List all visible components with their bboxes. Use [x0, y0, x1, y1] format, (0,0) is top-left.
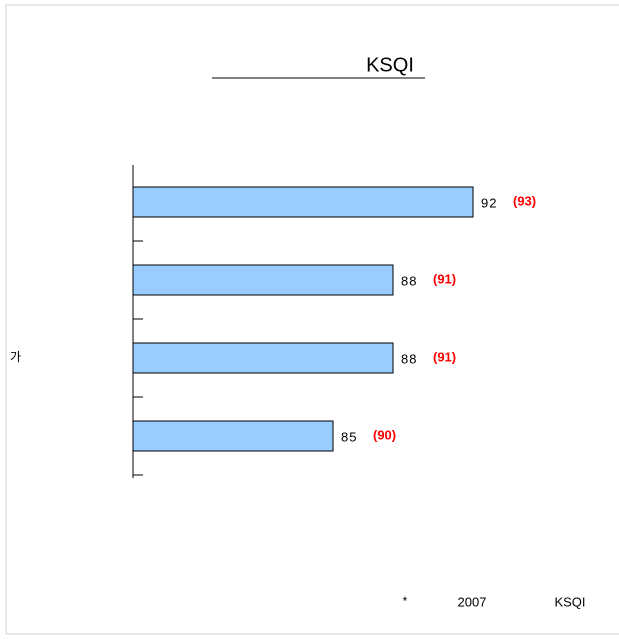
footnote-year: 2007	[458, 594, 487, 609]
value-label: 85	[341, 429, 357, 444]
frame	[5, 4, 619, 635]
footnote-mark: *	[403, 594, 408, 608]
value-label: 88	[401, 273, 417, 288]
bar	[132, 186, 474, 218]
bar	[132, 342, 394, 374]
annotation-label: (93)	[513, 193, 536, 208]
chart-title: KSQI	[366, 54, 414, 76]
bar	[132, 264, 394, 296]
annotation-label: (91)	[433, 271, 456, 286]
y-tick-label: 가	[10, 350, 21, 364]
value-label: 92	[481, 195, 497, 210]
value-label: 88	[401, 351, 417, 366]
footnote-source: KSQI	[554, 594, 585, 609]
bar	[132, 420, 334, 452]
annotation-label: (90)	[373, 427, 396, 442]
annotation-label: (91)	[433, 349, 456, 364]
